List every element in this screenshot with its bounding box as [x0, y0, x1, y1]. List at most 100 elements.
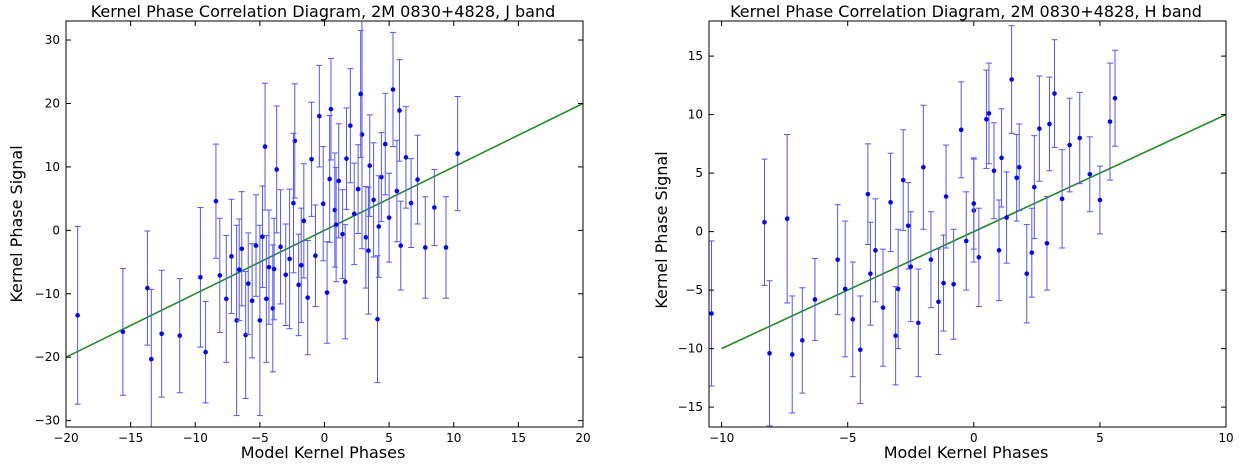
data-point	[309, 156, 314, 162]
data-point	[432, 205, 437, 210]
data-point	[355, 186, 361, 192]
data-point	[262, 144, 268, 149]
data-point	[245, 281, 251, 286]
chart-title: Kernel Phase Correlation Diagram, 2M 083…	[730, 2, 1202, 21]
data-point	[1014, 175, 1019, 181]
data-point	[784, 216, 790, 222]
data-point	[382, 141, 388, 147]
data-point	[991, 168, 997, 174]
data-point	[342, 279, 348, 285]
data-point	[1037, 126, 1042, 131]
data-point	[895, 286, 901, 292]
plot-contents	[709, 25, 1226, 427]
data-point	[835, 257, 840, 262]
x-tick-label: −5	[839, 431, 857, 445]
data-point	[287, 256, 292, 262]
y-tick-label: 5	[695, 166, 703, 180]
data-point	[916, 320, 921, 326]
data-point	[1087, 171, 1093, 177]
data-point	[283, 272, 289, 278]
data-point	[800, 338, 805, 343]
data-point	[317, 113, 322, 119]
data-point	[298, 262, 304, 268]
data-point	[257, 318, 263, 323]
data-point	[963, 238, 969, 244]
data-point	[1077, 135, 1083, 141]
plot-area: −20 −15 −10 −5 0 5 10 15 20 30 20 10 0 −10 −20 −30	[35, 20, 591, 445]
data-point	[986, 111, 992, 116]
data-point	[996, 248, 1002, 253]
y-tick-label: −30	[35, 414, 60, 428]
y-tick-label: −10	[678, 342, 703, 356]
data-point	[223, 296, 229, 302]
data-point	[1112, 95, 1118, 101]
y-tick-label: 15	[688, 49, 703, 63]
data-point	[868, 271, 873, 277]
data-point	[1029, 250, 1035, 255]
data-point	[120, 329, 126, 335]
x-axis-label: Model Kernel Phases	[241, 443, 406, 462]
data-point	[1016, 164, 1022, 170]
data-point	[358, 91, 363, 97]
data-point	[177, 333, 183, 338]
data-point	[243, 332, 248, 338]
x-tick-label: −20	[53, 431, 78, 445]
axes-frame	[65, 20, 584, 428]
data-point	[348, 123, 353, 128]
y-tick-label: −15	[678, 400, 703, 414]
data-point	[880, 305, 886, 310]
x-tick-label: 0	[970, 431, 978, 445]
data-point	[213, 198, 219, 204]
data-point	[1004, 215, 1009, 220]
data-point	[905, 223, 911, 229]
x-tick-label: 5	[385, 431, 393, 445]
axes-frame	[708, 20, 1227, 428]
data-point	[324, 290, 330, 295]
x-tick-label: 5	[1096, 431, 1104, 445]
data-point	[941, 280, 946, 286]
data-point	[264, 296, 269, 302]
data-point	[344, 156, 349, 161]
data-point	[229, 254, 234, 259]
data-point	[340, 231, 345, 237]
y-tick-label: −20	[35, 350, 60, 364]
data-point	[455, 151, 460, 156]
data-point	[709, 311, 714, 316]
data-point	[767, 350, 772, 356]
data-point	[301, 218, 307, 224]
data-point	[850, 317, 856, 322]
data-point	[1044, 241, 1050, 246]
chart-j-band: Kernel Phase Correlation Diagram, 2M 083…	[7, 2, 591, 462]
data-point	[403, 155, 409, 160]
data-point	[908, 264, 914, 270]
y-tick-label: 30	[45, 33, 60, 47]
data-point	[198, 274, 203, 280]
data-point	[363, 235, 369, 240]
data-point	[313, 253, 318, 259]
fit-line	[66, 102, 583, 358]
data-point	[842, 286, 848, 292]
data-point	[1059, 196, 1065, 202]
data-point	[203, 349, 208, 355]
data-point	[320, 201, 326, 206]
data-point	[1047, 121, 1052, 127]
data-point	[253, 243, 259, 248]
data-point	[305, 295, 310, 300]
plot-contents	[66, 21, 583, 427]
x-tick-label: 10	[446, 431, 461, 445]
data-point	[236, 267, 242, 272]
data-point	[423, 245, 428, 250]
x-tick-label: 15	[511, 431, 526, 445]
data-point	[376, 224, 382, 229]
data-point	[327, 176, 332, 182]
plot-area: −10 −5 0 5 10 15 10 5 0 −5 −10 −15	[678, 20, 1234, 445]
data-point	[296, 282, 301, 288]
data-point	[75, 313, 80, 318]
data-point	[408, 200, 414, 206]
data-point	[351, 211, 357, 217]
data-point	[274, 167, 279, 172]
data-point	[390, 87, 396, 92]
y-tick-label: 0	[52, 223, 60, 237]
data-point	[398, 243, 404, 248]
